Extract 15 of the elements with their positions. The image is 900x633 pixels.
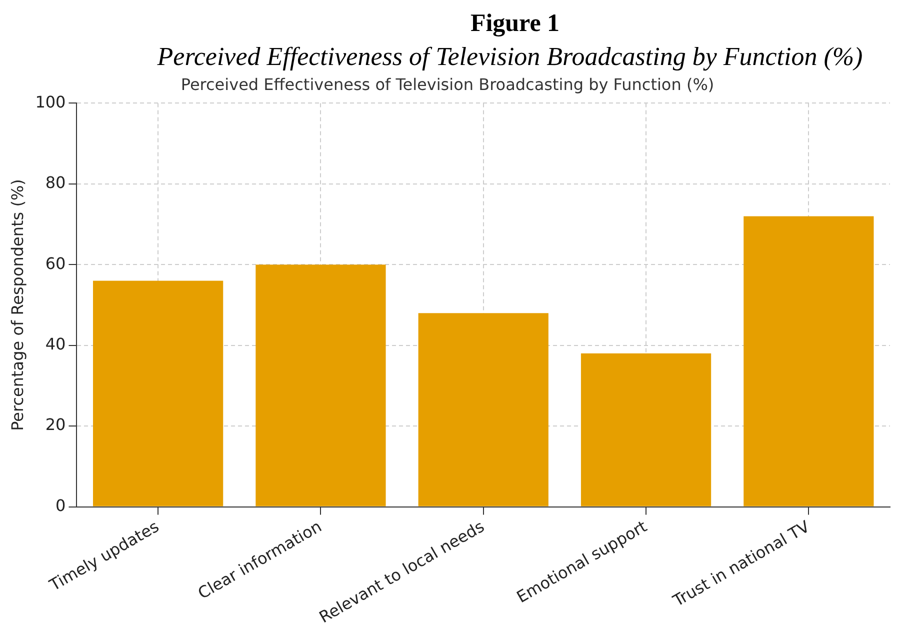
y-tick-label: 20: [45, 415, 66, 434]
y-axis-title: Percentage of Respondents (%): [8, 179, 27, 431]
y-tick-label: 100: [35, 92, 66, 112]
text: Perceived Effectiveness of Television Broadcasting by Function (%): [180, 74, 714, 94]
chart-title: Figure 1: [469, 10, 561, 39]
bar: [256, 264, 386, 506]
chart-subtitle: Perceived Effectiveness of Television Broadcasting by Function (%): [156, 42, 864, 73]
bar: [93, 280, 224, 506]
bar: [418, 313, 548, 506]
y-tick-label: 40: [45, 334, 66, 354]
bar: [744, 216, 874, 506]
y-tick-label: 0: [56, 496, 66, 515]
y-tick-label: 60: [45, 254, 66, 273]
y-tick-label: 80: [45, 173, 66, 192]
bar: [580, 353, 712, 506]
